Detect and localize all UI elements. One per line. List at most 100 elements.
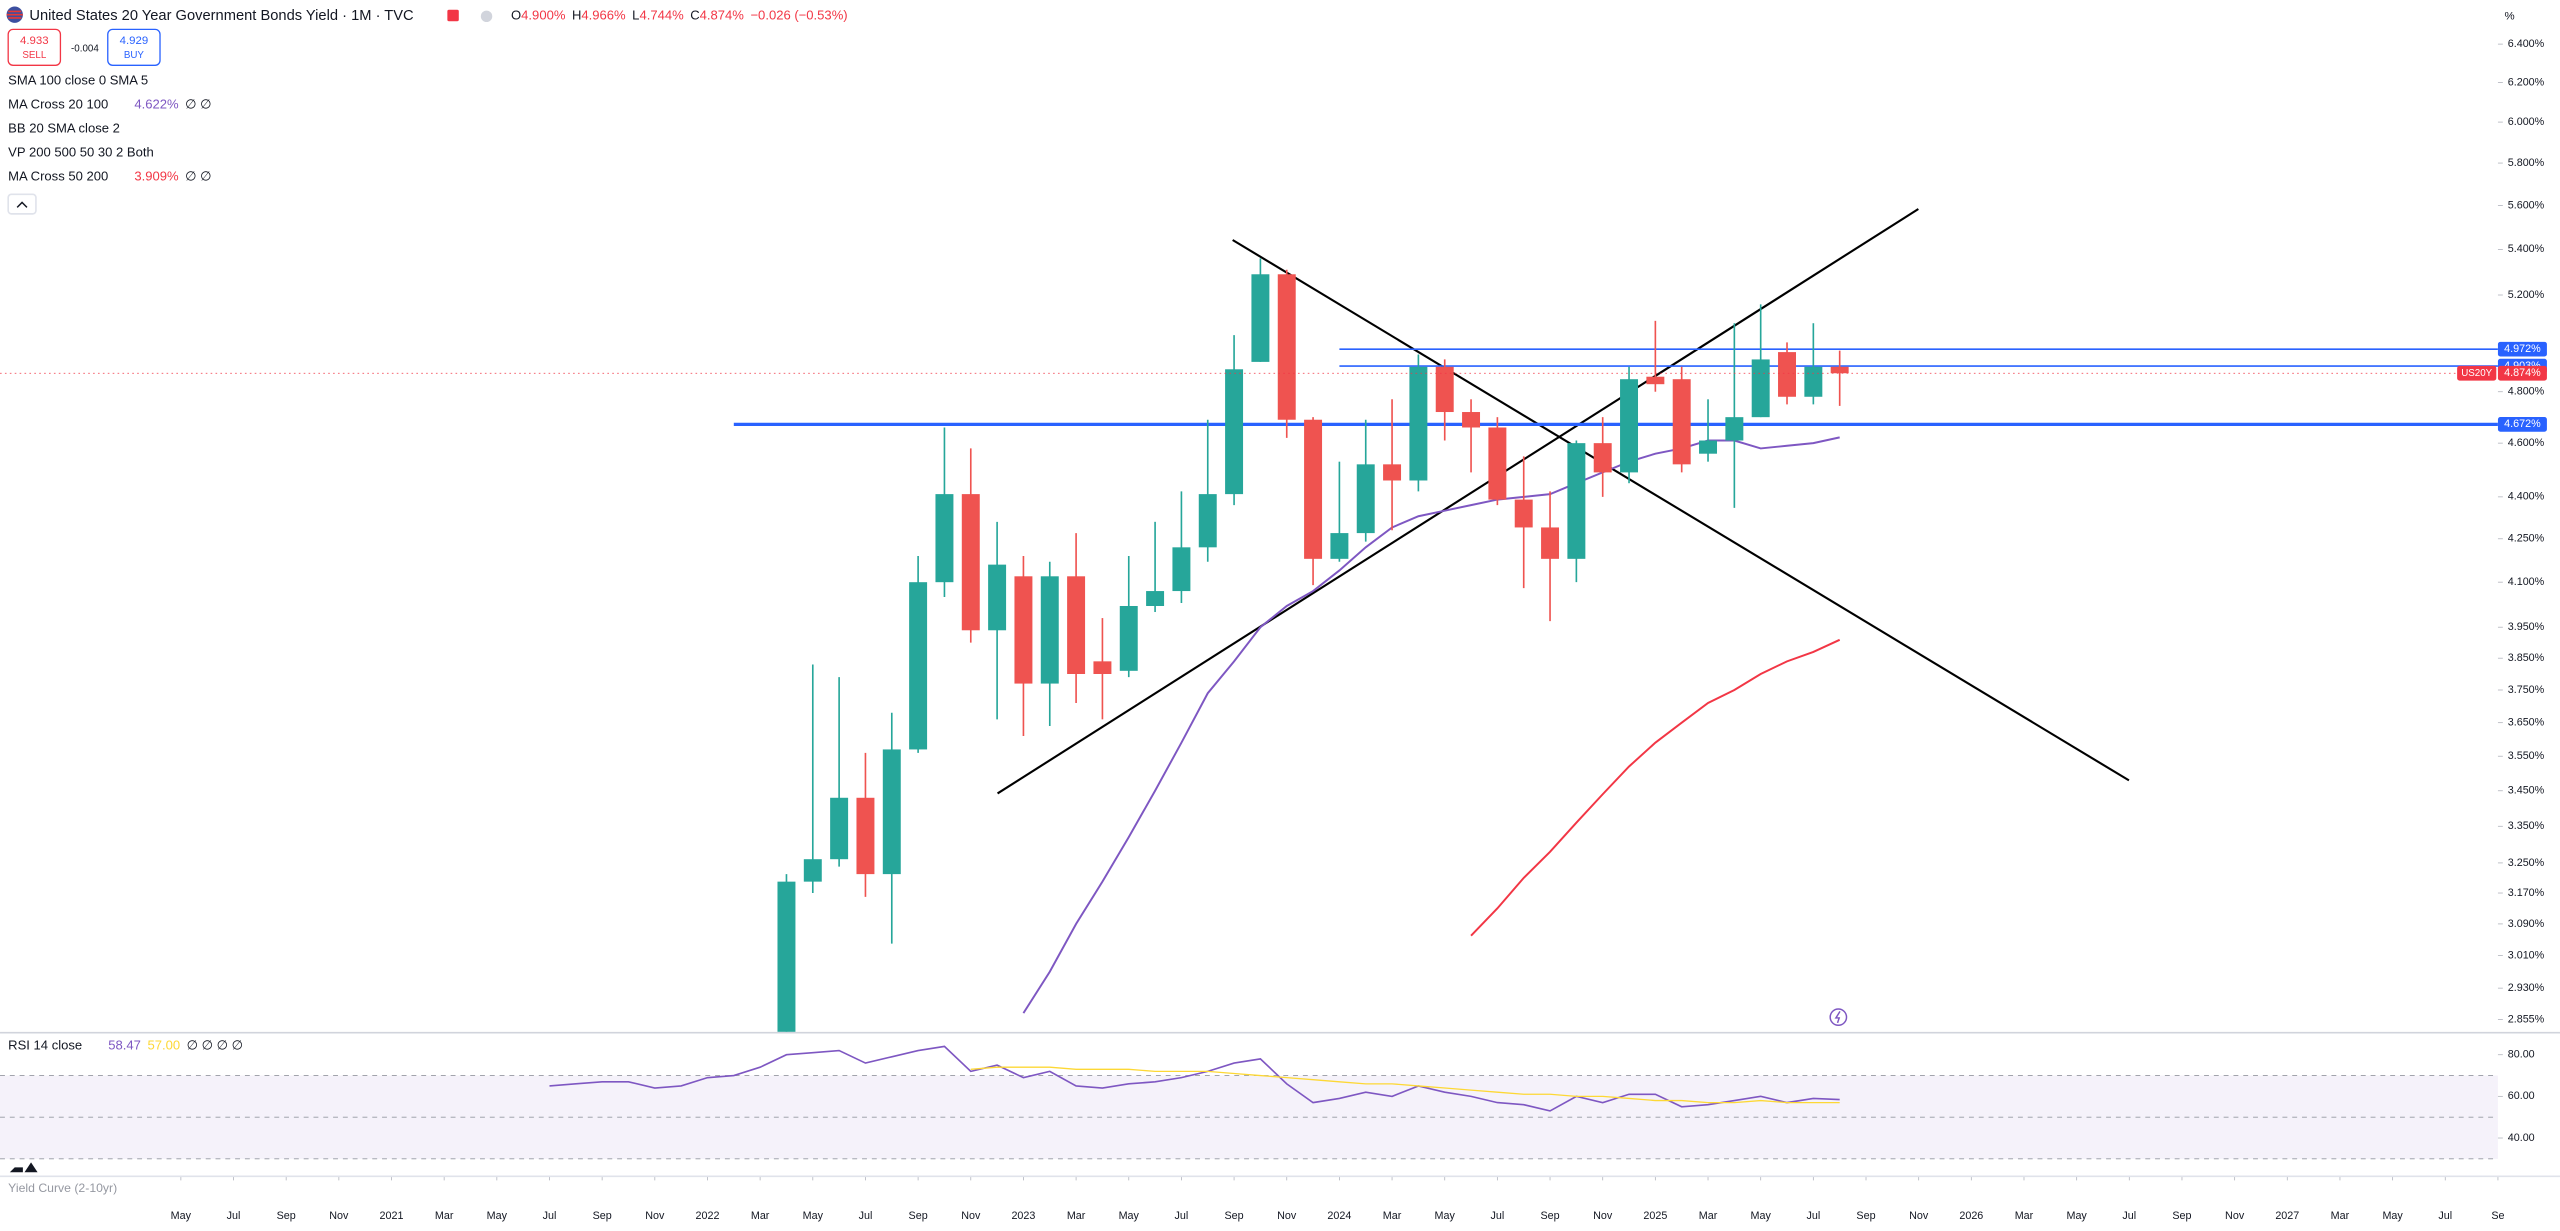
level-label-bg bbox=[2497, 341, 2547, 357]
y-tick-label: 5.600% bbox=[2508, 199, 2545, 211]
candle-body bbox=[830, 797, 849, 860]
y-tick-label: 3.750% bbox=[2508, 684, 2545, 696]
status-dot bbox=[480, 10, 493, 23]
indicator-extra: ∅ ∅ bbox=[185, 169, 211, 184]
indicator-row: BB 20 SMA close 2 bbox=[8, 121, 120, 136]
candle-body bbox=[1488, 427, 1507, 500]
candle-body bbox=[1725, 417, 1744, 441]
y-tick-label: 4.800% bbox=[2508, 386, 2545, 398]
ohlc-key: L bbox=[632, 8, 639, 23]
symbol-title[interactable]: United States 20 Year Government Bonds Y… bbox=[29, 8, 414, 24]
candle-body bbox=[1778, 352, 1796, 397]
candle-body bbox=[1620, 379, 1639, 473]
ohlc-value: 4.966% bbox=[581, 8, 626, 23]
x-tick-label: May bbox=[1751, 1210, 1772, 1222]
candle-body bbox=[1067, 576, 1086, 674]
sell-price: 4.933 bbox=[20, 35, 49, 47]
x-tick-label: Nov bbox=[645, 1210, 665, 1222]
x-tick-label: Mar bbox=[1067, 1210, 1086, 1222]
candle-body bbox=[1356, 464, 1375, 534]
y-tick-label: 3.850% bbox=[2508, 652, 2545, 664]
candle-body bbox=[1119, 605, 1138, 671]
x-tick-label: Mar bbox=[1383, 1210, 1402, 1222]
x-tick-label: 2024 bbox=[1327, 1210, 1351, 1222]
x-tick-label: Nov bbox=[1593, 1210, 1613, 1222]
sell-button[interactable] bbox=[7, 28, 62, 66]
x-tick-label: 2023 bbox=[1011, 1210, 1035, 1222]
market-status bbox=[447, 9, 459, 22]
candle-body bbox=[1541, 527, 1560, 559]
y-tick-label: 2.930% bbox=[2508, 982, 2545, 994]
price-pane bbox=[0, 208, 2498, 1032]
x-tick-label: Nov bbox=[329, 1210, 349, 1222]
candle-body bbox=[803, 859, 822, 882]
candle-body bbox=[1462, 412, 1481, 428]
buy-button[interactable] bbox=[107, 28, 161, 66]
x-tick-label: May bbox=[1435, 1210, 1456, 1222]
x-tick-label: Mar bbox=[751, 1210, 770, 1222]
x-tick-label: Sep bbox=[909, 1210, 928, 1222]
ohlc-value: 4.900% bbox=[521, 8, 566, 23]
event-icon[interactable] bbox=[1829, 1008, 1848, 1027]
x-tick-label: Jul bbox=[1490, 1210, 1504, 1222]
indicator-row: MA Cross 50 200 3.909% ∅ ∅ bbox=[8, 169, 211, 184]
indicator-name: BB 20 SMA close 2 bbox=[8, 121, 120, 136]
candle-body bbox=[1567, 443, 1586, 559]
footer-indicator: Yield Curve (2-10yr) bbox=[8, 1181, 117, 1195]
ohlc-value: 4.744% bbox=[639, 8, 684, 23]
x-tick-label: Mar bbox=[1699, 1210, 1718, 1222]
candle-body bbox=[1146, 591, 1165, 606]
rsi-line bbox=[549, 1045, 1840, 1112]
x-tick-label: Nov bbox=[2225, 1210, 2245, 1222]
x-tick-label: Jul bbox=[227, 1210, 241, 1222]
moving-average bbox=[1470, 638, 1841, 937]
x-tick-label: Mar bbox=[435, 1210, 454, 1222]
candle-body bbox=[909, 582, 928, 750]
candle-body bbox=[1225, 369, 1244, 495]
collapse-button[interactable] bbox=[7, 193, 37, 215]
y-tick-label: 3.550% bbox=[2508, 750, 2545, 762]
trendline[interactable] bbox=[996, 208, 1919, 795]
trendline[interactable] bbox=[1232, 239, 2130, 782]
y-tick-label: 6.200% bbox=[2508, 76, 2545, 88]
rsi-pane bbox=[0, 1045, 2498, 1160]
x-tick-label: May bbox=[2066, 1210, 2087, 1222]
candle-body bbox=[1040, 576, 1059, 684]
x-tick-label: Mar bbox=[2331, 1210, 2350, 1222]
ohlc-legend: O4.900% H4.966% L4.744% C4.874% −0.026 (−0.5… bbox=[511, 8, 848, 23]
buy-price: 4.929 bbox=[120, 35, 149, 47]
x-tick-label: Sep bbox=[1540, 1210, 1559, 1222]
x-tick-label: Sep bbox=[1225, 1210, 1244, 1222]
x-tick-label: Nov bbox=[1909, 1210, 1929, 1222]
ohlc-change: −0.026 (−0.53%) bbox=[750, 8, 847, 23]
x-tick-label: 2021 bbox=[380, 1210, 404, 1222]
level-label-bg bbox=[2497, 417, 2547, 432]
candle-body bbox=[1277, 274, 1296, 420]
candle-body bbox=[1804, 366, 1823, 397]
candle-body bbox=[1672, 379, 1691, 465]
rsi-name: RSI 14 close bbox=[8, 1038, 82, 1053]
x-tick-label: 2025 bbox=[1643, 1210, 1667, 1222]
time-axis: May Jul Sep Nov 2021 Mar May Jul Sep Nov 2022 Mar Ma… bbox=[171, 1175, 2504, 1222]
indicator-value: 3.909% bbox=[134, 169, 179, 184]
x-tick-label: May bbox=[2382, 1210, 2403, 1222]
indicator-extra: ∅ ∅ bbox=[185, 97, 211, 112]
x-tick-label: Jul bbox=[2438, 1210, 2452, 1222]
x-tick-label: Nov bbox=[961, 1210, 981, 1222]
candle-body bbox=[1435, 366, 1454, 413]
y-tick-label: 3.010% bbox=[2508, 949, 2545, 961]
candle-body bbox=[1383, 464, 1402, 481]
candle-body bbox=[1172, 547, 1191, 592]
x-tick-label: May bbox=[803, 1210, 824, 1222]
chevron-icon bbox=[16, 201, 28, 208]
y-tick-label: 3.950% bbox=[2508, 621, 2545, 633]
indicator-name: VP 200 500 50 30 2 Both bbox=[8, 145, 154, 160]
x-tick-label: Jul bbox=[1175, 1210, 1189, 1222]
candle-body bbox=[1593, 443, 1612, 473]
candle-body bbox=[988, 564, 1007, 631]
x-tick-label: Jul bbox=[859, 1210, 873, 1222]
x-tick-label: Sep bbox=[277, 1210, 296, 1222]
candle-body bbox=[961, 494, 980, 631]
y-tick-label: 5.400% bbox=[2508, 243, 2545, 255]
candle-body bbox=[1751, 359, 1770, 418]
